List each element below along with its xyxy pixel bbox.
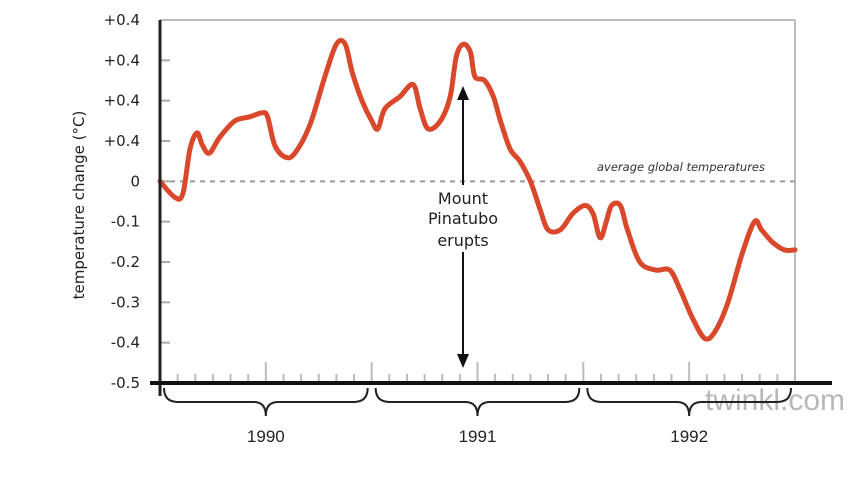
year-label: 1990 <box>247 427 285 446</box>
year-brace <box>163 387 369 417</box>
y-tick-label: -0.4 <box>111 334 140 352</box>
year-brace <box>586 387 792 417</box>
watermark: twinkl.com <box>705 384 845 417</box>
eruption-annotation: Mount Pinatubo erupts <box>428 86 498 368</box>
y-tick-label: -0.1 <box>111 213 140 231</box>
arrow-down-head <box>457 354 469 368</box>
annotation-line-3: erupts <box>437 231 488 250</box>
series-line-temperature <box>157 37 798 342</box>
arrow-up-head <box>457 86 469 100</box>
y-tick-label: +0.4 <box>104 92 140 110</box>
y-tick-label: +0.4 <box>104 132 140 150</box>
year-label: 1991 <box>459 427 497 446</box>
annotation-line-2: Pinatubo <box>428 209 498 228</box>
y-tick-label: +0.4 <box>104 11 140 29</box>
reference-line-label: average global temperatures <box>597 160 765 174</box>
y-axis-label: temperature change (°C) <box>70 111 88 300</box>
y-tick-label: +0.4 <box>104 51 140 69</box>
year-brace <box>374 387 581 417</box>
y-tick-label: -0.2 <box>111 253 140 271</box>
y-tick-label: -0.3 <box>111 293 140 311</box>
year-label: 1992 <box>670 427 708 446</box>
y-tick-label: 0 <box>130 172 140 190</box>
annotation-line-1: Mount <box>438 189 488 208</box>
y-tick-label: -0.5 <box>111 374 140 392</box>
